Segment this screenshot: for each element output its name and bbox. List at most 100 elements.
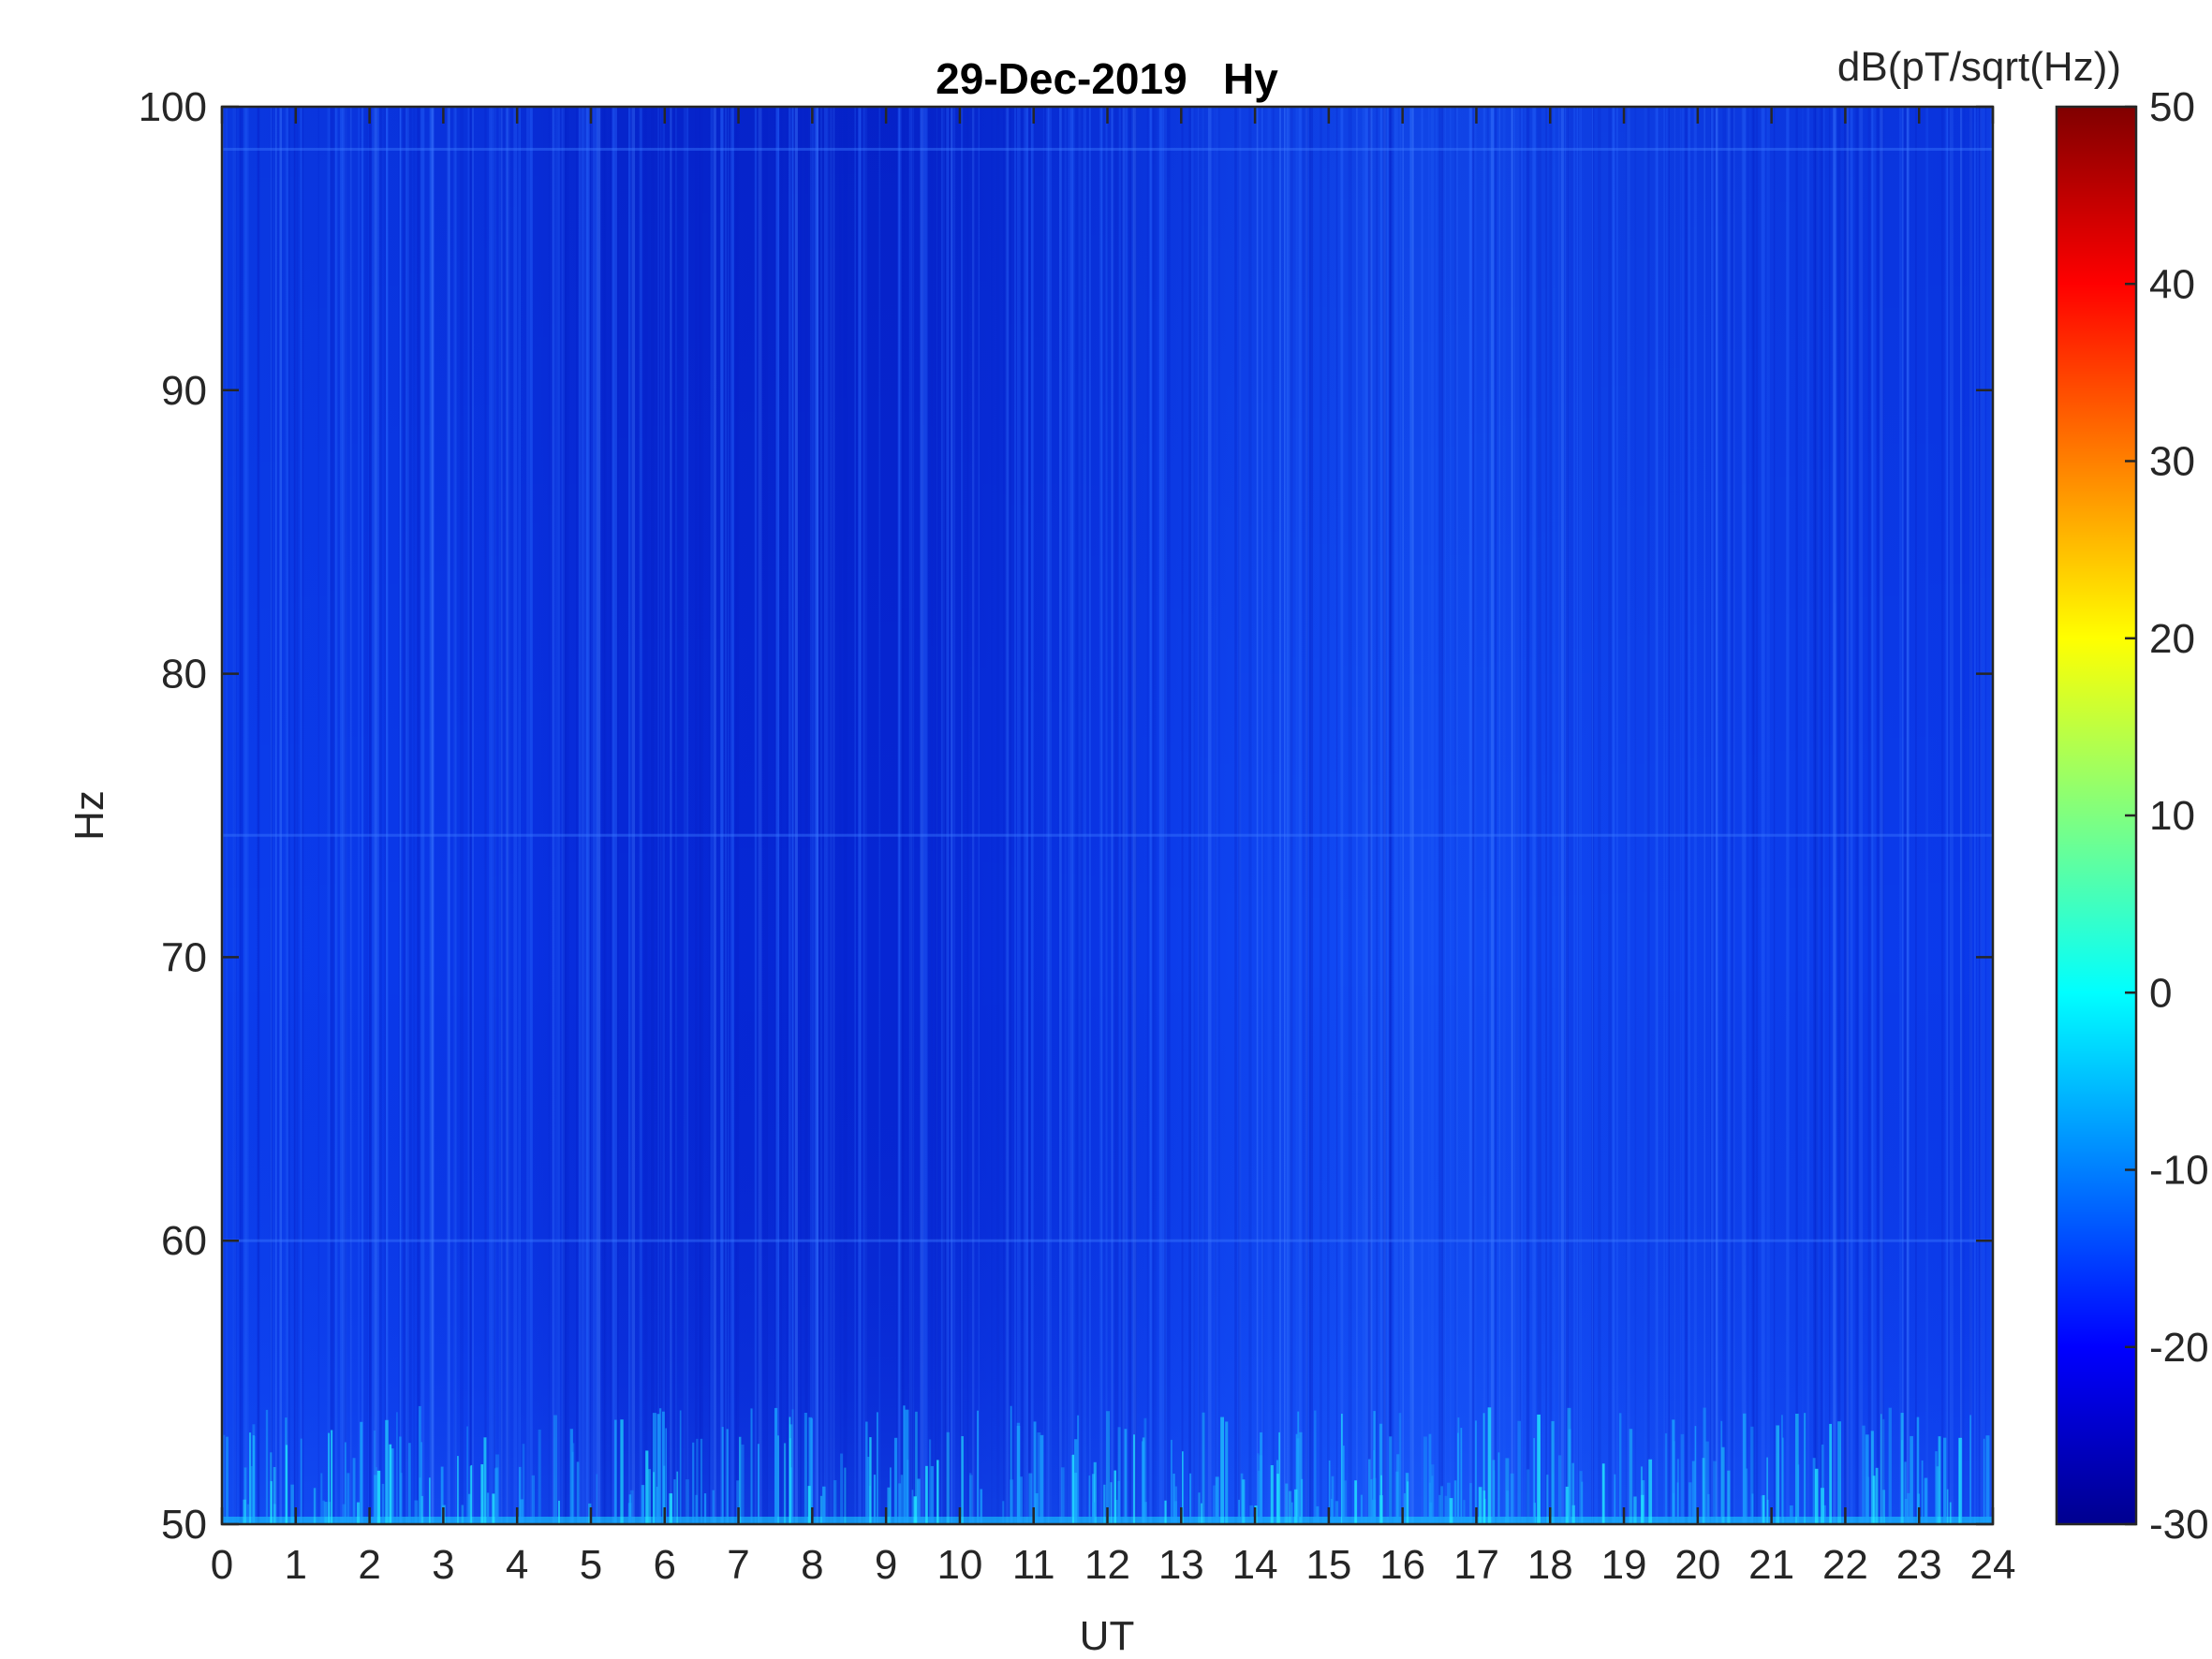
x-tick-label: 22 (1822, 1542, 1868, 1588)
low-band-spike (804, 1412, 807, 1524)
heatmap-horizontal-lines (222, 147, 1993, 1242)
spectrogram-streak (494, 107, 496, 1524)
spectrogram-streak (909, 107, 913, 1524)
low-band-spike (661, 1411, 665, 1524)
low-band-spike (1276, 1474, 1279, 1524)
spectrogram-streak (1367, 107, 1371, 1524)
spectrogram-streak (1389, 107, 1394, 1524)
low-band-spike (494, 1467, 499, 1524)
low-band-spike (495, 1454, 499, 1524)
spectrogram-streak (508, 107, 510, 1524)
spectrogram-streak (843, 107, 848, 1524)
spectrogram-streak (829, 107, 833, 1524)
spectrogram-streak (1731, 107, 1734, 1524)
heatmap-frequency-shading (222, 107, 1993, 1524)
low-band-spike (669, 1493, 673, 1524)
colorbar-ticks: -30 -20 -10 0 10 20 30 40 50 (2125, 84, 2209, 1548)
narrowband-line (222, 1239, 1993, 1242)
low-band-spike (1781, 1415, 1783, 1524)
spectrogram-streak (385, 107, 389, 1524)
spectrogram-streak (1498, 107, 1500, 1524)
low-band-spike (913, 1496, 917, 1524)
low-band-spike (917, 1478, 921, 1524)
low-band-spike (1821, 1488, 1824, 1524)
low-band-spike (222, 1434, 226, 1524)
low-band-spike (620, 1419, 624, 1524)
low-band-spike (876, 1412, 878, 1524)
spectrogram-streak (1711, 107, 1714, 1524)
spectrogram-streak (335, 107, 337, 1524)
spectrogram-streak (1340, 107, 1344, 1524)
spectrogram-streak (1376, 107, 1379, 1524)
low-band-spike (969, 1475, 973, 1524)
low-band-spike (1648, 1459, 1653, 1524)
x-tick-label: 24 (1970, 1542, 2016, 1588)
spectrogram-streak (1949, 107, 1954, 1524)
spectrogram-streak (1766, 107, 1770, 1524)
low-band-spike (628, 1494, 632, 1524)
low-band-spike (1766, 1457, 1768, 1524)
x-tick-label: 10 (936, 1542, 982, 1588)
low-band-spike (790, 1467, 792, 1524)
low-band-spike (457, 1456, 459, 1524)
spectrogram-streak (710, 107, 714, 1524)
low-band-spike (1103, 1484, 1106, 1524)
low-band-spike (300, 1438, 302, 1524)
spectrogram-streak (1190, 107, 1195, 1524)
spectrogram-streak (615, 107, 619, 1524)
spectrogram-streak (725, 107, 728, 1524)
low-band-spike (1259, 1431, 1263, 1524)
spectrogram-streak (377, 107, 380, 1524)
spectrogram-streak (809, 107, 814, 1524)
spectrogram-streak (1962, 107, 1964, 1524)
low-band-spike (470, 1464, 473, 1524)
low-band-spike (1822, 1505, 1826, 1524)
low-band-spike (676, 1471, 679, 1524)
spectrogram-streak (1727, 107, 1731, 1524)
spectrogram-streak (1982, 107, 1985, 1524)
colorbar: -30 -20 -10 0 10 20 30 40 50 dB(pT/sqrt(Hz)) (1837, 44, 2209, 1548)
low-band-spike (1240, 1473, 1244, 1524)
low-band-spike (925, 1465, 928, 1524)
spectrogram-streak (730, 107, 734, 1524)
spectrogram-streak (657, 107, 659, 1524)
spectrogram-streak (1557, 107, 1561, 1524)
low-band-spike (252, 1435, 255, 1524)
spectrogram-streak (1940, 107, 1944, 1524)
spectrogram-streak (859, 107, 862, 1524)
low-band-spike (1907, 1492, 1910, 1524)
low-band-spike (1370, 1478, 1373, 1524)
spectrogram-streak (758, 107, 762, 1524)
low-band-spike (1750, 1426, 1754, 1524)
low-band-spike (1762, 1494, 1765, 1524)
low-band-spike (347, 1473, 350, 1524)
spectrogram-streak (420, 107, 424, 1524)
low-band-spike (1293, 1489, 1298, 1524)
spectrogram-streak (1387, 107, 1389, 1524)
low-band-spike (1407, 1481, 1409, 1524)
spectrogram-streak (590, 107, 595, 1524)
x-tick-label: 8 (801, 1542, 823, 1588)
low-band-spike (1164, 1500, 1167, 1524)
low-band-spike (385, 1419, 389, 1524)
low-band-spike (1482, 1490, 1486, 1524)
spectrogram-streak (1646, 107, 1650, 1524)
spectrogram-streak (826, 107, 829, 1524)
spectrogram-streak (920, 107, 922, 1524)
low-band-spike (822, 1486, 826, 1524)
spectrogram-streak (469, 107, 472, 1524)
spectrogram-streak (1969, 107, 1972, 1524)
spectrogram-streak (1398, 107, 1400, 1524)
spectrogram-streak (1525, 107, 1526, 1524)
spectrogram-streak (684, 107, 688, 1524)
low-band-spike (428, 1477, 431, 1524)
low-band-spike (313, 1488, 317, 1524)
spectrogram-streak (244, 107, 249, 1524)
spectrogram-streak (374, 107, 378, 1524)
spectrogram-streak (1560, 107, 1564, 1524)
spectrogram-streak (1820, 107, 1823, 1524)
low-band-spike (1060, 1467, 1065, 1524)
spectrogram-streak (1904, 107, 1907, 1524)
spectrogram-streak (386, 107, 388, 1524)
spectrogram-streak (720, 107, 724, 1524)
